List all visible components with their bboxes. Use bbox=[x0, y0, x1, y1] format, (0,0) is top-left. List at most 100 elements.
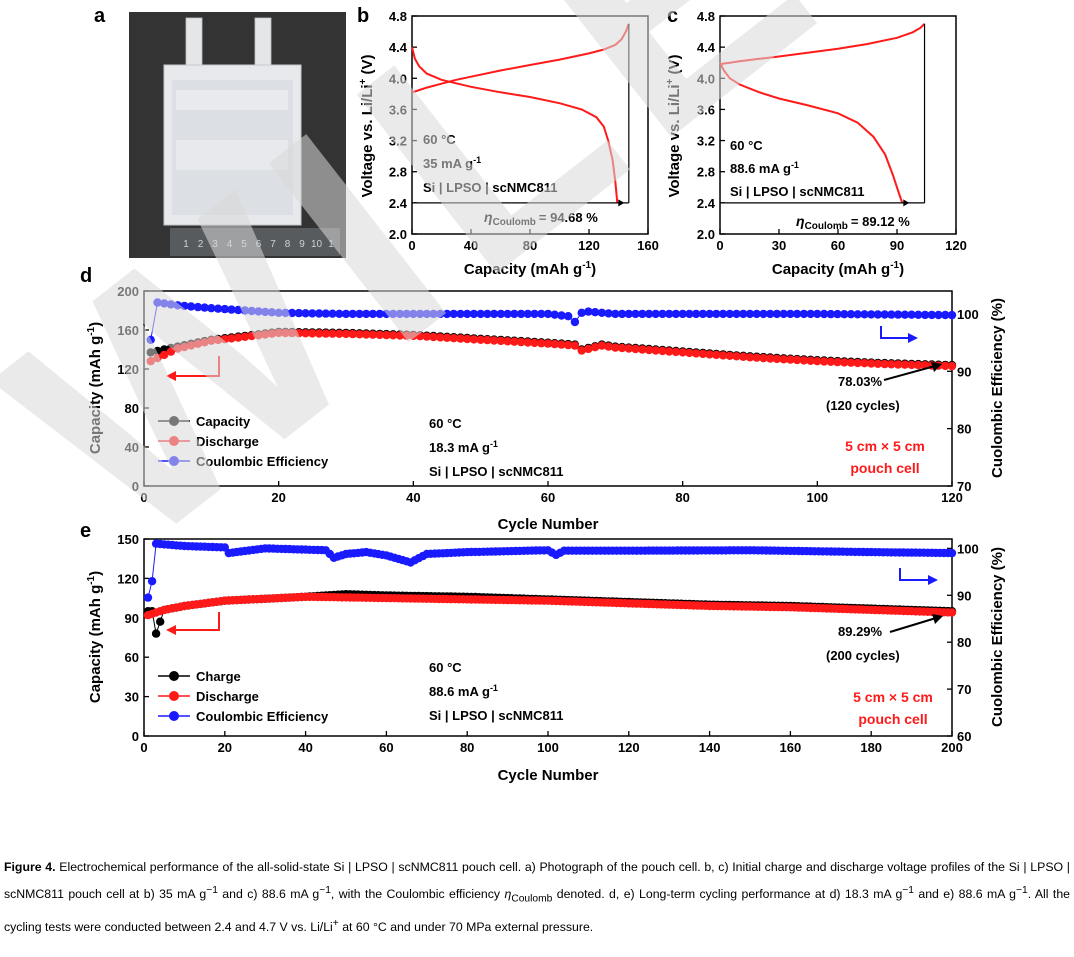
tab-left bbox=[185, 17, 203, 71]
coulombic_efficiency-point bbox=[166, 300, 176, 309]
legend-label-capacity: Capacity bbox=[196, 414, 251, 429]
discharge-point bbox=[806, 356, 815, 365]
discharge-point bbox=[638, 345, 647, 354]
x-tick-label: 40 bbox=[406, 490, 420, 505]
coulombic_efficiency-point bbox=[685, 309, 694, 319]
discharge-point bbox=[907, 360, 916, 370]
charge-point bbox=[146, 348, 155, 357]
left-axis-arrow bbox=[172, 612, 220, 631]
ruler-label: 7 bbox=[270, 239, 276, 250]
legend-marker-charge bbox=[169, 671, 179, 681]
coulombic_efficiency-point bbox=[691, 309, 701, 319]
discharge-point bbox=[160, 350, 169, 360]
panel-b-chart: b 0 40 80 120 160 2.0 2.4 2.8 3.2 3.6 4.0 4.4 4.8 Vo… bbox=[357, 5, 659, 278]
coulombic_efficiency-point bbox=[436, 309, 445, 319]
discharge-point bbox=[893, 360, 903, 369]
legend-label-discharge: Discharge bbox=[196, 434, 259, 449]
x-tick-label: 120 bbox=[941, 490, 963, 505]
discharge-point bbox=[321, 329, 330, 338]
annotation-retention: 89.29% bbox=[838, 624, 883, 639]
coulombic_efficiency-point bbox=[489, 309, 499, 319]
annotation-retention-cycles: (120 cycles) bbox=[826, 398, 900, 413]
discharge-point bbox=[766, 354, 775, 363]
y-tick-label: 2.4 bbox=[389, 196, 408, 211]
coulombic_efficiency-point bbox=[671, 309, 681, 319]
y-axis-title: Voltage vs. Li/Li+ (V) bbox=[665, 54, 683, 197]
coulombic_efficiency-point bbox=[725, 309, 734, 319]
discharge-point bbox=[463, 334, 472, 344]
tab-right bbox=[254, 17, 272, 71]
coulombic_efficiency-point bbox=[382, 309, 391, 319]
discharge-point bbox=[375, 330, 384, 340]
legend: Charge Discharge Coulombic Efficiency bbox=[158, 669, 329, 724]
discharge-point bbox=[759, 353, 768, 363]
y-tick-label: 2.0 bbox=[389, 227, 407, 242]
charge-point bbox=[156, 617, 165, 626]
coulombic_efficiency-point bbox=[907, 310, 916, 319]
annotation-cell: Si | LPSO | scNMC811 bbox=[429, 464, 563, 479]
annotation-temperature: 60 °C bbox=[730, 138, 763, 153]
coulombic_efficiency-point bbox=[860, 310, 869, 319]
annotation-cell: Si | LPSO | scNMC811 bbox=[423, 180, 557, 195]
y2-tick-label: 80 bbox=[957, 422, 971, 437]
panel-a: a 1 2 3 4 5 6 7 8 9 10 1 bbox=[94, 5, 346, 258]
plot-frame bbox=[143, 538, 953, 737]
coulombic_efficiency-point bbox=[516, 309, 526, 319]
discharge-point bbox=[301, 329, 310, 338]
legend-marker-capacity bbox=[169, 416, 179, 426]
ruler-label: 1 bbox=[183, 239, 189, 250]
discharge-point bbox=[550, 339, 559, 349]
coulombic_efficiency-point bbox=[611, 309, 620, 319]
discharge-point bbox=[718, 351, 728, 360]
discharge-point bbox=[213, 335, 223, 345]
discharge-point bbox=[328, 329, 337, 338]
annotation-current: 35 mA g-1 bbox=[423, 155, 481, 171]
ruler-label: 8 bbox=[285, 239, 291, 250]
annotation-retention-cycles: (200 cycles) bbox=[826, 648, 900, 663]
coulombic_efficiency-point bbox=[510, 309, 519, 319]
capacity-arrow-head bbox=[903, 199, 910, 207]
series-layer bbox=[411, 23, 630, 207]
discharge-point bbox=[449, 334, 458, 343]
x-tick-label: 80 bbox=[460, 740, 474, 755]
ruler-label: 9 bbox=[299, 239, 305, 250]
ruler-label: 3 bbox=[212, 239, 218, 250]
coulombic_efficiency-point bbox=[362, 309, 371, 319]
discharge-point bbox=[227, 334, 236, 343]
coulombic_efficiency-point bbox=[496, 309, 506, 319]
discharge-point bbox=[617, 343, 627, 353]
discharge-point bbox=[779, 355, 788, 364]
coulombic_efficiency-point bbox=[146, 335, 155, 344]
coulombic_efficiency-point bbox=[873, 310, 883, 319]
coulombic_efficiency-point bbox=[564, 312, 573, 321]
annotation-coulombic-efficiency: ηCoulomb = 89.12 % bbox=[796, 213, 910, 232]
discharge-point bbox=[691, 349, 701, 358]
retention-arrow bbox=[889, 617, 937, 633]
y2-tick-label: 90 bbox=[957, 588, 971, 603]
ruler-label: 1 bbox=[328, 239, 334, 250]
discharge-point bbox=[287, 328, 297, 338]
x-axis-title: Capacity (mAh g-1) bbox=[772, 260, 904, 278]
coulombic_efficiency-point bbox=[476, 309, 485, 319]
retention-arrow-head bbox=[931, 362, 942, 372]
discharge-point bbox=[867, 359, 876, 368]
legend-label-discharge: Discharge bbox=[196, 689, 259, 704]
coulombic_efficiency-point bbox=[792, 309, 802, 319]
coulombic_efficiency-point bbox=[422, 309, 431, 319]
coulombic_efficiency-point bbox=[254, 307, 263, 316]
x-tick-label: 100 bbox=[537, 740, 559, 755]
discharge-point bbox=[570, 341, 580, 350]
x-tick-label: 140 bbox=[699, 740, 721, 755]
legend: Capacity Discharge Coulombic Efficiency bbox=[158, 414, 329, 469]
coulombic_efficiency-point bbox=[153, 298, 162, 307]
caption-label: Figure 4. bbox=[4, 860, 56, 874]
coulombic_efficiency-point bbox=[651, 309, 660, 319]
y-tick-label: 2.8 bbox=[697, 165, 715, 180]
ruler-label: 4 bbox=[227, 239, 233, 250]
discharge-point bbox=[496, 336, 506, 346]
right-axis-arrow bbox=[899, 568, 932, 581]
discharge-point bbox=[254, 331, 263, 340]
figure-caption: Figure 4. Electrochemical performance of… bbox=[4, 860, 1071, 934]
x-tick-label: 30 bbox=[772, 238, 786, 253]
coulombic_efficiency-point bbox=[678, 309, 687, 319]
